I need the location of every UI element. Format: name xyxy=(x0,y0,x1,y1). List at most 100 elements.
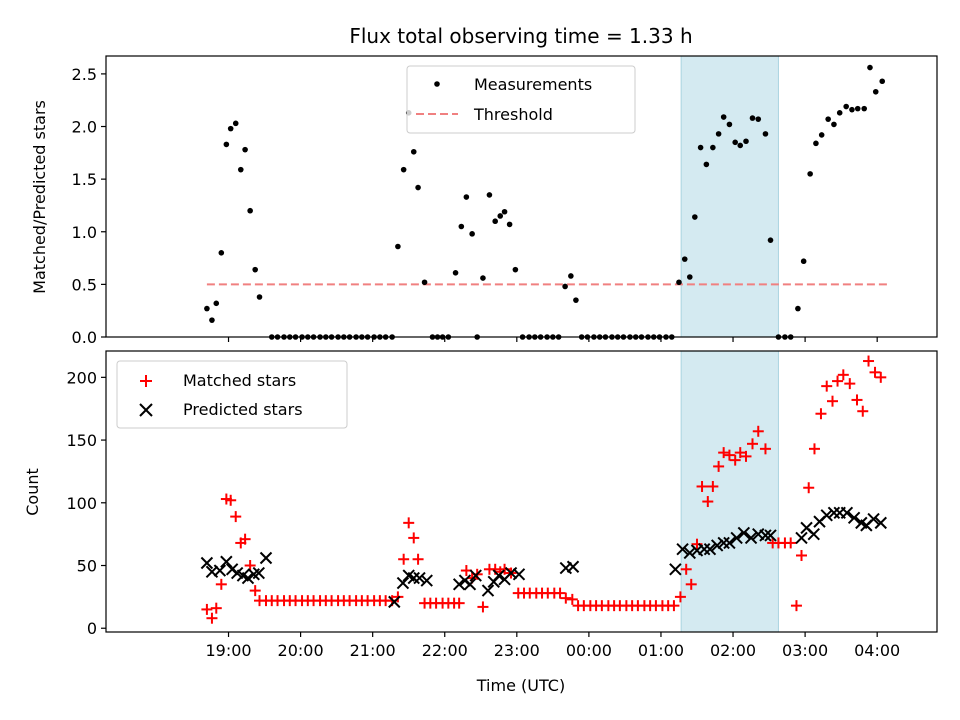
measurement-point xyxy=(256,294,263,300)
matched-star-point xyxy=(215,578,227,590)
measurement-point xyxy=(573,297,579,303)
measurement-point xyxy=(737,142,744,149)
measurement-point xyxy=(762,131,769,137)
matched-star-point xyxy=(696,480,708,492)
matched-star-point xyxy=(680,563,692,575)
x-tick-label: 19:00 xyxy=(205,641,251,660)
predicted-star-point xyxy=(413,571,426,585)
bottom-panel: 19:00 20:00 21:00 22:00 23:00 00:00 01:00 02:00… xyxy=(23,350,938,695)
bottom-ticks: 19:00 20:00 21:00 22:00 23:00 00:00 01:00 02:00… xyxy=(66,368,900,660)
matched-star-point xyxy=(734,447,746,459)
matched-star-point xyxy=(560,592,572,604)
matched-star-point xyxy=(453,597,465,609)
x-tick-label: 02:00 xyxy=(710,641,756,660)
measurement-point xyxy=(480,275,486,281)
x-tick-label: 03:00 xyxy=(782,641,828,660)
predicted-star-point xyxy=(407,571,420,585)
predicted-star-point xyxy=(452,578,466,591)
matched-star-point xyxy=(201,603,213,615)
measurement-point xyxy=(452,270,459,276)
matched-star-point xyxy=(851,394,863,406)
predicted-star-point xyxy=(252,566,266,580)
matched-star-point xyxy=(225,494,237,506)
measurement-point xyxy=(497,213,504,219)
measurement-point xyxy=(232,120,239,127)
predicted-star-point xyxy=(259,551,273,565)
predicted-star-point xyxy=(874,516,887,530)
matched-star-point xyxy=(392,591,404,603)
predicted-star-point xyxy=(396,576,410,590)
matched-star-point xyxy=(249,585,261,597)
predicted-star-point xyxy=(744,531,758,545)
bottom-y-tick-label: 150 xyxy=(66,431,97,450)
matched-star-point xyxy=(803,482,815,494)
measurement-point xyxy=(872,88,879,95)
predicted-points xyxy=(200,506,887,609)
measurement-point xyxy=(831,121,837,128)
measurement-point xyxy=(710,144,716,151)
measurement-point xyxy=(732,139,738,146)
x-tick-label: 22:00 xyxy=(422,641,468,660)
measurement-point xyxy=(218,250,225,256)
matched-star-point xyxy=(837,369,849,381)
measurement-point xyxy=(697,144,704,151)
measurement-point xyxy=(469,231,475,237)
measurement-point xyxy=(743,138,749,145)
measurement-point xyxy=(237,166,244,173)
matched-star-point xyxy=(674,591,686,603)
measurement-point xyxy=(807,171,813,177)
x-tick-label: 04:00 xyxy=(854,641,900,660)
top-y-tick-label: 1.5 xyxy=(72,170,97,189)
matched-star-point xyxy=(785,537,797,549)
matched-star-point xyxy=(702,496,714,508)
measurement-point xyxy=(252,266,258,273)
matched-star-point xyxy=(691,538,703,550)
measurement-point xyxy=(755,116,762,122)
predicted-star-point xyxy=(241,571,255,585)
measurement-point xyxy=(463,194,470,200)
predicted-star-point xyxy=(717,536,730,550)
matched-star-point xyxy=(729,454,741,466)
measurement-point xyxy=(410,148,417,155)
measurement-point xyxy=(506,221,513,228)
predicted-star-point xyxy=(463,578,477,591)
matched-star-point xyxy=(723,449,735,461)
predicted-star-point xyxy=(737,526,751,540)
matched-star-point xyxy=(210,602,222,614)
top-ylabel: Matched/Predicted stars xyxy=(30,100,49,294)
matched-star-point xyxy=(821,380,833,392)
predicted-star-point xyxy=(676,542,689,556)
matched-star-point xyxy=(815,408,827,420)
measurement-point xyxy=(767,237,774,243)
predicted-star-point xyxy=(710,539,724,552)
matched-star-point xyxy=(412,553,424,565)
bottom-y-tick-label: 200 xyxy=(66,368,97,387)
measurement-points xyxy=(204,64,886,340)
matched-star-point xyxy=(857,405,869,417)
measurement-point xyxy=(415,184,421,191)
measurement-point xyxy=(247,207,253,214)
matched-star-point xyxy=(746,438,758,450)
matched-star-point xyxy=(554,587,566,599)
legend-matched-marker xyxy=(140,375,152,387)
measurement-point xyxy=(242,146,248,153)
matched-star-point xyxy=(790,600,802,612)
matched-star-point xyxy=(477,601,489,613)
matched-star-point xyxy=(808,443,820,455)
predicted-star-point xyxy=(840,506,854,520)
measurement-point xyxy=(223,141,230,148)
predicted-star-point xyxy=(220,555,233,568)
measurement-point xyxy=(686,274,693,280)
measurement-point xyxy=(501,208,508,215)
predicted-star-point xyxy=(669,563,682,576)
measurement-point xyxy=(421,279,428,286)
predicted-star-point xyxy=(827,506,841,520)
top-ticks: 0.0 0.5 1.0 1.5 2.0 2.5 xyxy=(72,65,878,347)
predicted-star-point xyxy=(847,511,861,525)
matched-star-point xyxy=(796,549,808,561)
top-y-tick-label: 2.5 xyxy=(72,65,97,84)
matched-star-point xyxy=(832,375,844,387)
matched-star-point xyxy=(863,355,875,367)
matched-star-point xyxy=(844,378,856,390)
